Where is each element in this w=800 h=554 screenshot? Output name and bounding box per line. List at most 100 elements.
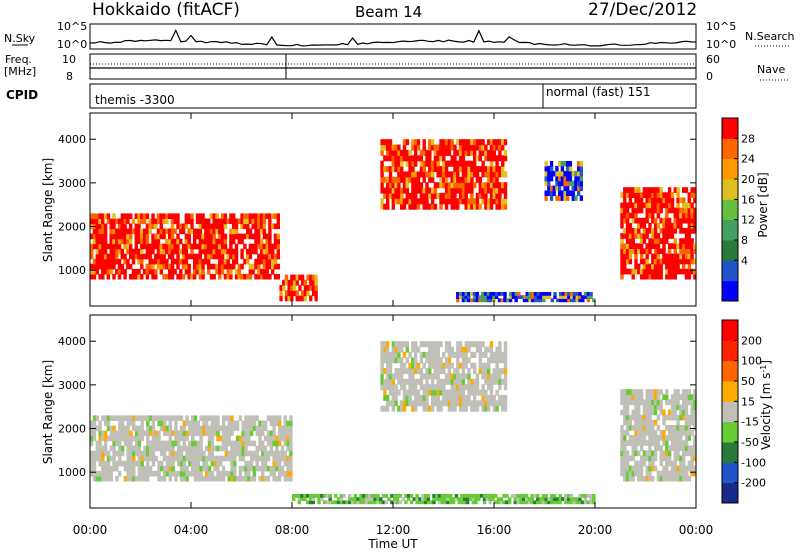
- heat-cell: [199, 465, 203, 472]
- heat-cell: [112, 243, 116, 250]
- heat-cell: [625, 217, 630, 224]
- heat-cell: [411, 378, 415, 385]
- heat-cell: [364, 500, 369, 505]
- heat-cell: [444, 160, 449, 167]
- heat-cell: [273, 263, 278, 270]
- heat-cell: [140, 218, 144, 225]
- heat-cell: [140, 273, 144, 280]
- heat-cell: [684, 424, 689, 431]
- heat-cell: [464, 182, 468, 189]
- heat-cell: [112, 223, 116, 230]
- heat-cell: [501, 198, 505, 205]
- heat-cell: [439, 139, 443, 146]
- heat-cell: [433, 368, 438, 375]
- heat-cell: [90, 218, 94, 225]
- heat-cell: [575, 298, 579, 303]
- heat-cell: [232, 228, 236, 235]
- nave-tick-top: 60: [706, 53, 720, 66]
- heat-cell: [148, 243, 152, 250]
- heat-cell: [419, 198, 424, 205]
- heat-cell: [213, 455, 217, 462]
- heat-cell: [173, 228, 177, 235]
- heat-cell: [232, 233, 236, 240]
- heat-cell: [134, 268, 138, 275]
- heat-cell: [505, 500, 509, 505]
- heat-cell: [289, 425, 293, 432]
- heat-cell: [112, 248, 116, 255]
- heat-cell: [625, 253, 630, 260]
- heat-cell: [639, 207, 644, 214]
- heat-cell: [503, 182, 508, 189]
- heat-cell: [388, 187, 393, 194]
- heat-cell: [230, 420, 234, 427]
- heat-cell: [181, 263, 186, 270]
- heat-cell: [426, 500, 431, 505]
- heat-cell: [241, 475, 245, 482]
- heat-cell: [687, 414, 691, 421]
- heat-cell: [539, 292, 543, 296]
- heat-cell: [442, 389, 446, 396]
- heat-cell: [656, 243, 661, 249]
- heat-cell: [511, 292, 516, 296]
- heat-cell: [275, 435, 279, 442]
- heat-cell: [637, 465, 641, 472]
- heat-cell: [106, 465, 111, 472]
- heat-cell: [258, 420, 262, 427]
- heat-cell: [120, 223, 124, 230]
- heat-cell: [92, 258, 97, 265]
- heat-cell: [367, 500, 372, 505]
- heat-cell: [489, 149, 494, 156]
- heat-cell: [422, 351, 426, 358]
- heat-cell: [112, 213, 116, 219]
- heat-cell: [408, 171, 412, 178]
- heat-cell: [275, 475, 279, 482]
- heat-cell: [98, 238, 102, 245]
- heat-cell: [555, 500, 560, 505]
- heat-cell: [168, 415, 172, 421]
- heat-cell: [262, 218, 267, 225]
- heat-cell: [574, 175, 578, 182]
- heat-cell: [690, 207, 694, 214]
- heat-cell: [656, 399, 661, 406]
- heat-cell: [501, 144, 505, 151]
- heat-cell: [137, 415, 142, 421]
- heat-cell: [258, 445, 262, 452]
- heat-cell: [651, 430, 655, 436]
- heat-cell: [693, 187, 697, 193]
- heat-cell: [414, 341, 418, 348]
- heat-cell: [386, 155, 390, 162]
- heat-cell: [623, 258, 627, 265]
- heat-cell: [665, 460, 669, 467]
- heat-cell: [454, 497, 459, 501]
- heat-cell: [247, 460, 251, 467]
- heat-cell: [684, 470, 689, 477]
- heat-cell: [571, 195, 575, 201]
- heat-cell: [634, 424, 638, 431]
- heat-cell: [181, 258, 186, 265]
- heat-cell: [442, 149, 446, 156]
- heat-cell: [154, 455, 158, 462]
- heat-cell: [201, 238, 205, 245]
- heat-cell: [682, 238, 686, 244]
- heat-cell: [233, 460, 237, 467]
- heat-cell: [190, 228, 194, 235]
- heat-cell: [103, 268, 108, 275]
- heat-cell: [475, 139, 480, 146]
- heat-cell: [682, 424, 686, 431]
- heat-cell: [566, 500, 571, 505]
- heat-cell: [416, 368, 421, 375]
- heat-cell: [571, 190, 575, 196]
- heat-cell: [501, 187, 505, 194]
- heat-cell: [232, 258, 236, 265]
- heat-cell: [287, 295, 291, 302]
- heat-cell: [198, 213, 202, 219]
- heat-cell: [676, 212, 680, 219]
- heat-cell: [662, 430, 666, 436]
- heat-cell: [278, 430, 282, 437]
- heat-cell: [137, 213, 141, 219]
- heat-cell: [631, 455, 635, 462]
- heat-cell: [216, 465, 220, 472]
- heat-cell: [244, 445, 248, 452]
- heat-cell: [106, 218, 111, 225]
- heat-cell: [648, 248, 652, 255]
